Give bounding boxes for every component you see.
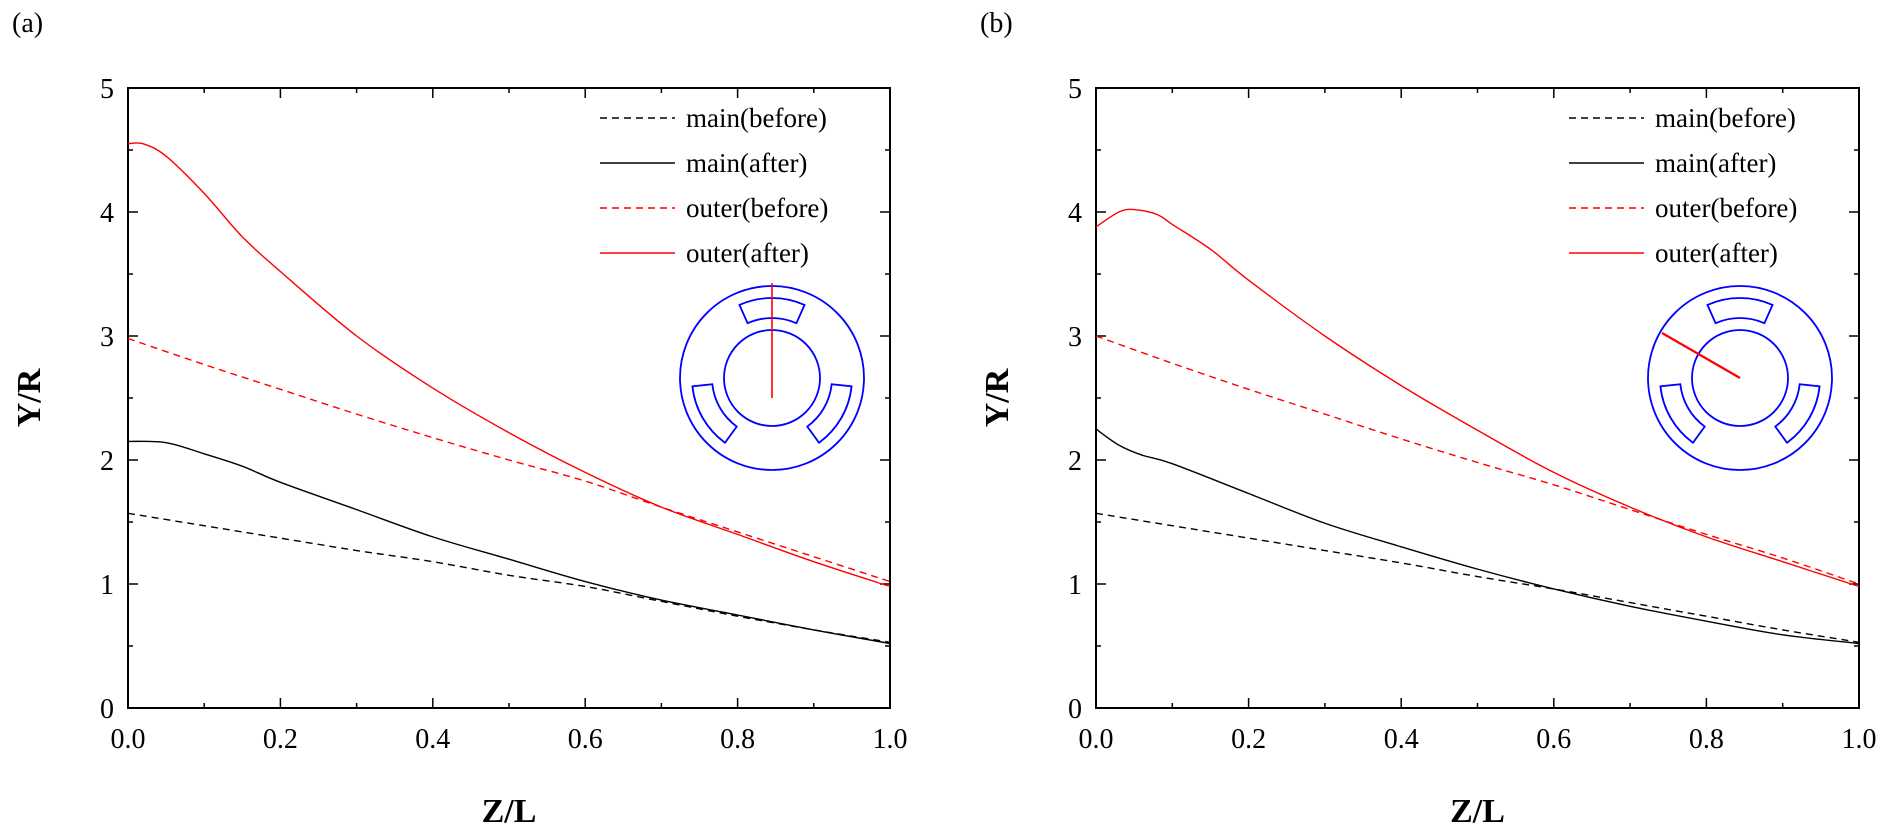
x-axis-title: Z/L <box>1450 793 1505 830</box>
y-tick-label: 5 <box>100 74 114 105</box>
x-tick-label: 0.2 <box>1231 724 1266 755</box>
y-tick-label: 3 <box>100 322 114 353</box>
legend-label: main(after) <box>1655 148 1776 178</box>
slot-shape <box>1774 383 1821 444</box>
y-tick-label: 2 <box>1068 446 1082 477</box>
legend-label: main(before) <box>1655 103 1796 133</box>
series-group <box>128 142 890 645</box>
series-line-main-after <box>128 440 890 645</box>
cross-section-icon <box>679 283 865 471</box>
y-tick-label: 1 <box>100 570 114 601</box>
x-tick-label: 0.4 <box>415 724 450 755</box>
x-tick-label: 0.6 <box>1536 724 1571 755</box>
series-line-main-before <box>128 512 890 643</box>
legend-label: main(after) <box>686 148 807 178</box>
x-tick-label: 0.4 <box>1384 724 1419 755</box>
slot-shape <box>1706 297 1774 325</box>
series-group <box>1096 208 1859 645</box>
plot-frame <box>127 87 891 709</box>
cross-section-icon <box>1647 285 1833 471</box>
panel-label: (a) <box>12 8 43 39</box>
x-tick-label: 0.8 <box>720 724 755 755</box>
outer-circle <box>1647 285 1833 471</box>
measurement-line <box>1661 332 1741 379</box>
inner-circle <box>1691 329 1789 427</box>
x-tick-label: 0.0 <box>1079 724 1114 755</box>
slot-shape <box>806 383 853 444</box>
y-tick-label: 0 <box>100 694 114 725</box>
x-tick-label: 0.8 <box>1689 724 1724 755</box>
y-tick-label: 4 <box>100 198 114 229</box>
series-line-main-before <box>1096 512 1859 643</box>
legend-label: outer(before) <box>1655 193 1797 223</box>
series-line-outer-before <box>128 337 890 583</box>
y-tick-label: 4 <box>1068 198 1082 229</box>
series-line-outer-after <box>1096 208 1859 588</box>
x-tick-label: 1.0 <box>1842 724 1877 755</box>
legend-label: outer(after) <box>686 238 809 268</box>
slot-shape <box>691 383 738 444</box>
slot-shape <box>738 297 806 325</box>
plot-frame <box>1095 87 1860 709</box>
x-axis-title: Z/L <box>482 793 537 830</box>
y-axis-title: Y/R <box>979 368 1016 427</box>
legend-label: outer(before) <box>686 193 828 223</box>
y-tick-label: 5 <box>1068 74 1082 105</box>
legend-label: outer(after) <box>1655 238 1778 268</box>
chart-panel-a: (a) 0.0 0.2 0.4 0.6 0.8 1.0 0 1 2 3 4 5 Z/L Y/R main(be… <box>11 8 908 830</box>
chart-panel-b: (b) 0.0 0.2 0.4 0.6 0.8 1.0 0 1 2 3 4 5 Z/L Y/R main(be… <box>979 8 1877 830</box>
y-tick-label: 0 <box>1068 694 1082 725</box>
series-line-main-after <box>1096 428 1859 645</box>
y-tick-label: 1 <box>1068 570 1082 601</box>
y-tick-label: 2 <box>100 446 114 477</box>
y-axis-title: Y/R <box>11 368 48 427</box>
x-tick-label: 0.6 <box>568 724 603 755</box>
y-tick-label: 3 <box>1068 322 1082 353</box>
slot-shape <box>1659 383 1706 444</box>
x-tick-label: 0.2 <box>263 724 298 755</box>
x-tick-label: 1.0 <box>873 724 908 755</box>
series-line-outer-before <box>1096 335 1859 585</box>
series-line-outer-after <box>128 142 890 588</box>
x-tick-label: 0.0 <box>111 724 146 755</box>
legend-label: main(before) <box>686 103 827 133</box>
panel-label: (b) <box>980 8 1013 39</box>
